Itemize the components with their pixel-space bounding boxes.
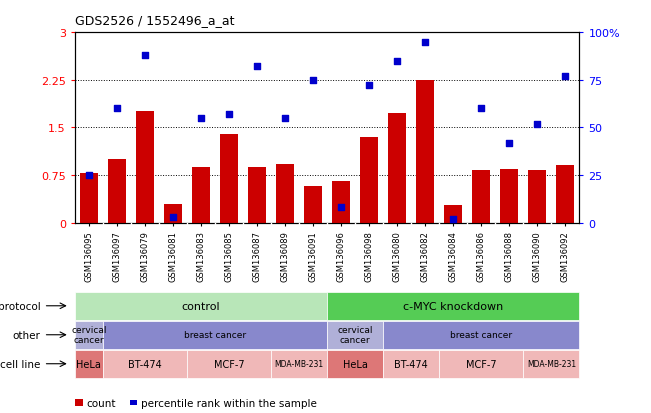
- Text: breast cancer: breast cancer: [184, 330, 246, 339]
- Bar: [556, 166, 574, 223]
- Bar: [80, 173, 98, 223]
- Point: [224, 112, 234, 118]
- Point: [196, 115, 206, 122]
- Text: cell line: cell line: [0, 359, 40, 369]
- Point: [420, 39, 430, 46]
- Point: [448, 216, 458, 223]
- Bar: [327, 350, 383, 378]
- Point: [392, 58, 402, 65]
- Text: GDS2526 / 1552496_a_at: GDS2526 / 1552496_a_at: [75, 14, 234, 27]
- Bar: [327, 292, 579, 320]
- Text: count: count: [87, 398, 116, 408]
- Bar: [75, 292, 327, 320]
- Text: cervical
cancer: cervical cancer: [71, 325, 107, 344]
- Bar: [327, 321, 383, 349]
- Bar: [136, 112, 154, 223]
- Text: BT-474: BT-474: [395, 359, 428, 369]
- Text: HeLa: HeLa: [342, 359, 368, 369]
- Bar: [164, 204, 182, 223]
- Text: other: other: [12, 330, 40, 340]
- Point: [532, 121, 542, 128]
- Bar: [192, 167, 210, 223]
- Bar: [75, 399, 83, 406]
- Point: [476, 106, 486, 112]
- Point: [336, 204, 346, 211]
- Bar: [75, 321, 103, 349]
- Point: [280, 115, 290, 122]
- Bar: [360, 138, 378, 223]
- Bar: [383, 321, 579, 349]
- Text: protocol: protocol: [0, 301, 40, 311]
- Bar: [439, 350, 523, 378]
- Bar: [332, 182, 350, 223]
- Point: [308, 77, 318, 84]
- Text: MDA-MB-231: MDA-MB-231: [527, 359, 576, 368]
- Bar: [103, 321, 327, 349]
- Bar: [500, 169, 518, 223]
- Point: [252, 64, 262, 71]
- Text: MDA-MB-231: MDA-MB-231: [275, 359, 324, 368]
- Bar: [388, 114, 406, 223]
- Bar: [130, 400, 137, 405]
- Text: MCF-7: MCF-7: [466, 359, 497, 369]
- Bar: [108, 160, 126, 223]
- Point: [84, 172, 94, 179]
- Bar: [444, 205, 462, 223]
- Point: [168, 214, 178, 221]
- Text: breast cancer: breast cancer: [450, 330, 512, 339]
- Bar: [75, 350, 103, 378]
- Point: [560, 74, 570, 80]
- Bar: [271, 350, 327, 378]
- Point: [504, 140, 514, 147]
- Bar: [472, 171, 490, 223]
- Text: c-MYC knockdown: c-MYC knockdown: [403, 301, 503, 311]
- Text: BT-474: BT-474: [128, 359, 162, 369]
- Bar: [304, 186, 322, 223]
- Bar: [383, 350, 439, 378]
- Point: [112, 106, 122, 112]
- Text: percentile rank within the sample: percentile rank within the sample: [141, 398, 316, 408]
- Bar: [523, 350, 579, 378]
- Text: control: control: [182, 301, 220, 311]
- Bar: [276, 165, 294, 223]
- Bar: [248, 167, 266, 223]
- Bar: [103, 350, 187, 378]
- Point: [364, 83, 374, 90]
- Text: cervical
cancer: cervical cancer: [337, 325, 373, 344]
- Bar: [528, 171, 546, 223]
- Point: [140, 52, 150, 59]
- Text: HeLa: HeLa: [76, 359, 102, 369]
- Bar: [220, 134, 238, 223]
- Bar: [416, 81, 434, 223]
- Bar: [187, 350, 271, 378]
- Text: MCF-7: MCF-7: [214, 359, 244, 369]
